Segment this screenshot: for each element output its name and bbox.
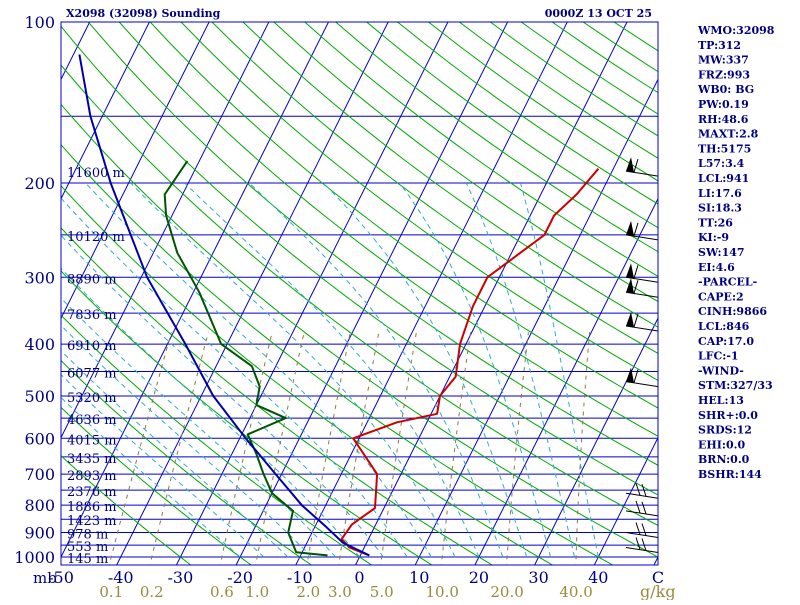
stats-item: LI:17.6 bbox=[698, 187, 742, 200]
stats-item: SI:18.3 bbox=[698, 202, 742, 215]
stats-item: TH:5175 bbox=[698, 142, 751, 155]
stats-item: RH:48.6 bbox=[698, 113, 749, 126]
mixing-ratio-label: 0.2 bbox=[140, 583, 164, 600]
height-label: 2376 m bbox=[67, 485, 117, 500]
mixing-ratio-label: 20.0 bbox=[490, 583, 523, 600]
stats-item: CINH:9866 bbox=[698, 305, 767, 318]
mixing-ratio-label: 2.0 bbox=[296, 583, 320, 600]
stats-item: BRN:0.0 bbox=[698, 453, 750, 466]
pressure-tick-label: 200 bbox=[24, 174, 55, 193]
height-label: 8890 m bbox=[67, 272, 117, 287]
stats-item: CAP:17.0 bbox=[698, 335, 754, 348]
height-label: 4015 m bbox=[67, 433, 117, 448]
pressure-tick-label: 900 bbox=[24, 524, 55, 543]
pressure-tick-label: 300 bbox=[24, 268, 55, 287]
mixing-ratio-label: 10.0 bbox=[426, 583, 459, 600]
stats-item: HEL:13 bbox=[698, 394, 744, 407]
mixing-ratio-label: 0.1 bbox=[99, 583, 123, 600]
mixing-ratio-unit-label: g/kg bbox=[640, 582, 676, 600]
temperature-tick-label: 0 bbox=[354, 568, 364, 587]
height-label: 5320 m bbox=[67, 391, 117, 406]
stats-item: PW:0.19 bbox=[698, 98, 749, 111]
stats-item: WB0: BG bbox=[697, 83, 754, 96]
height-label: 1886 m bbox=[67, 500, 117, 515]
stats-item: CAPE:2 bbox=[698, 290, 744, 303]
stats-item: MAXT:2.8 bbox=[698, 128, 759, 141]
stats-item: -WIND- bbox=[698, 364, 744, 377]
stats-item: EHI:0.0 bbox=[698, 438, 745, 451]
stats-item: LFC:-1 bbox=[698, 350, 739, 363]
stats-item: WMO:32098 bbox=[697, 24, 775, 37]
pressure-tick-label: 700 bbox=[24, 465, 55, 484]
temperature-tick-label: 30 bbox=[528, 568, 548, 587]
mixing-ratio-label: 3.0 bbox=[328, 583, 352, 600]
stats-item: TT:26 bbox=[698, 216, 733, 229]
stats-item: -PARCEL- bbox=[698, 276, 757, 289]
stats-item: L57:3.4 bbox=[698, 157, 745, 170]
height-label: 11600 m bbox=[67, 166, 125, 181]
height-label: 6910 m bbox=[67, 339, 117, 354]
temperature-tick-label: -30 bbox=[168, 568, 194, 587]
pressure-tick-label: 100 bbox=[24, 13, 55, 32]
stats-item: LCL:941 bbox=[698, 172, 749, 185]
mixing-ratio-label: 1.0 bbox=[245, 583, 269, 600]
pressure-tick-label: 500 bbox=[24, 387, 55, 406]
stats-item: STM:327/33 bbox=[698, 379, 773, 392]
mixing-ratio-label: 5.0 bbox=[370, 583, 394, 600]
pressure-tick-label: 600 bbox=[24, 429, 55, 448]
mixing-ratio-label: 0.6 bbox=[210, 583, 234, 600]
stats-item: SHR+:0.0 bbox=[698, 409, 758, 422]
height-label: 4636 m bbox=[67, 413, 117, 428]
stats-item: KI:-9 bbox=[698, 231, 729, 244]
stats-item: SRDS:12 bbox=[698, 424, 752, 437]
stats-item: SW:147 bbox=[698, 246, 745, 259]
sounding-title: X2098 (32098) Sounding bbox=[66, 7, 221, 20]
height-label: 7836 m bbox=[67, 308, 117, 323]
mixing-ratio-label: 40.0 bbox=[559, 583, 592, 600]
stats-item: FRZ:993 bbox=[698, 68, 750, 81]
height-label: 10120 m bbox=[67, 230, 125, 245]
stats-item: TP:312 bbox=[698, 39, 741, 52]
height-label: 6077 m bbox=[67, 366, 117, 381]
stats-item: EI:4.6 bbox=[698, 261, 735, 274]
pressure-tick-label: 800 bbox=[24, 496, 55, 515]
height-label: 3435 m bbox=[67, 452, 117, 467]
temperature-tick-label: 20 bbox=[469, 568, 489, 587]
pressure-tick-label: 400 bbox=[24, 335, 55, 354]
height-label: 2893 m bbox=[67, 469, 117, 484]
stats-item: MW:337 bbox=[698, 54, 749, 67]
temperature-tick-label: -50 bbox=[48, 568, 74, 587]
stats-item: BSHR:144 bbox=[698, 468, 762, 481]
pressure-tick-label: 1000 bbox=[14, 548, 55, 567]
sounding-datetime: 0000Z 13 OCT 25 bbox=[545, 7, 652, 20]
stats-item: LCL:846 bbox=[698, 320, 750, 333]
